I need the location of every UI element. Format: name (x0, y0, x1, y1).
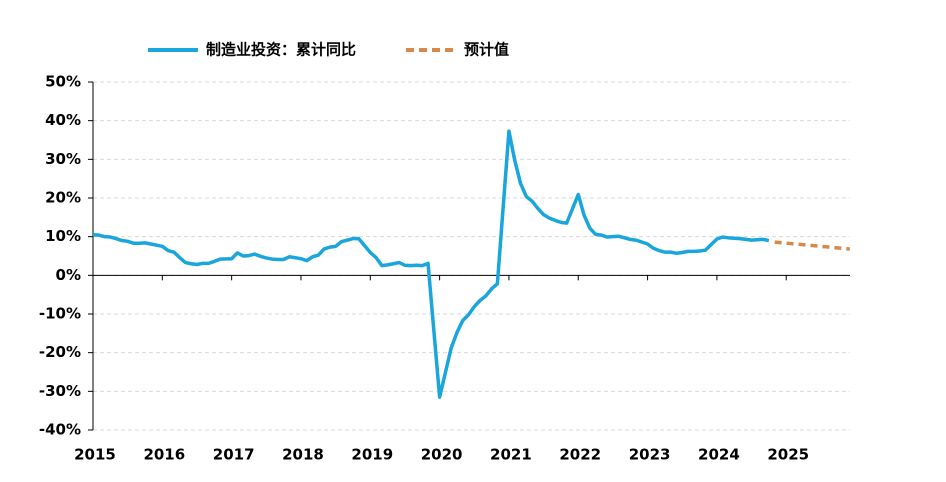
x-tick-label: 2022 (559, 446, 601, 464)
y-tick-label: 30% (45, 150, 81, 168)
y-tick-label: 50% (45, 73, 81, 91)
legend-label: 预计值 (464, 41, 509, 59)
x-tick-label: 2023 (629, 446, 671, 464)
line-series (92, 129, 770, 399)
y-tick-label: 40% (45, 111, 81, 129)
y-tick-label: 20% (45, 189, 81, 207)
x-tick-label: 2024 (698, 446, 740, 464)
x-tick-label: 2021 (490, 446, 532, 464)
x-tick-label: 2018 (282, 446, 324, 464)
y-tick-label: 0% (56, 266, 81, 284)
y-tick-label: -40% (39, 421, 81, 439)
x-tick-label: 2016 (143, 446, 185, 464)
legend-label: 制造业投资：累计同比 (206, 41, 356, 59)
y-tick-label: 10% (45, 227, 81, 245)
line-series (774, 240, 850, 251)
x-tick-label: 2020 (421, 446, 463, 464)
y-tick-label: -30% (39, 382, 81, 400)
x-tick-label: 2025 (767, 446, 809, 464)
x-tick-label: 2019 (351, 446, 393, 464)
y-tick-label: -20% (39, 343, 81, 361)
x-tick-label: 2015 (74, 446, 116, 464)
x-tick-label: 2017 (213, 446, 255, 464)
y-tick-label: -10% (39, 305, 81, 323)
